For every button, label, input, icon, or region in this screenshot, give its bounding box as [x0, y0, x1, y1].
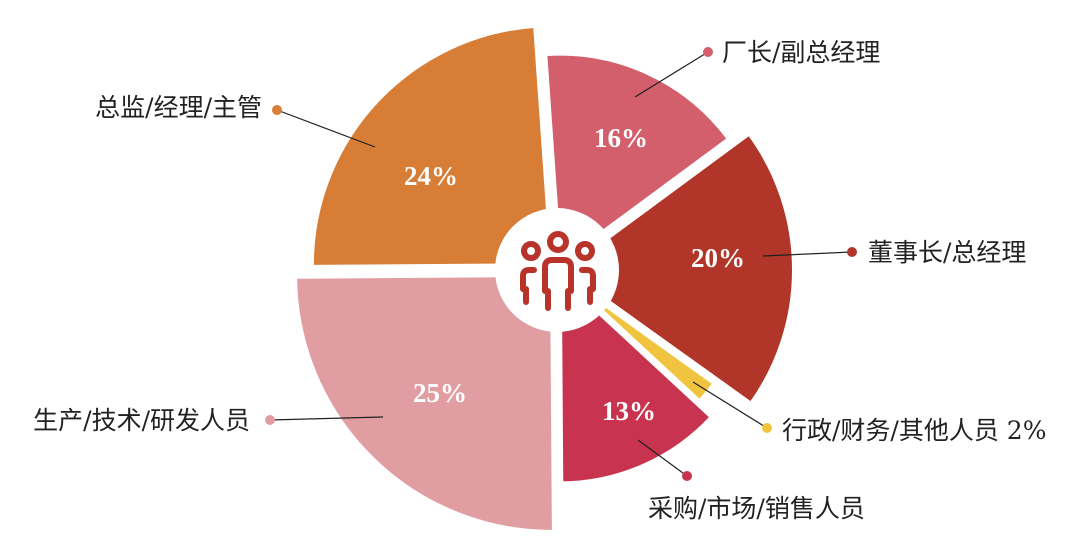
leader-dot	[762, 423, 772, 433]
leader-line	[762, 251, 853, 257]
people-group-icon	[520, 231, 596, 311]
slice-percent-label: 13%	[602, 396, 656, 426]
slice-percent-label: 24%	[404, 161, 458, 191]
pie-slice	[293, 272, 556, 534]
slice-category-label: 总监/经理/主管	[95, 93, 262, 122]
pie-slice	[560, 130, 796, 407]
slice-percent-label: 20%	[691, 243, 745, 273]
leader-dot	[272, 105, 282, 115]
slice-category-label: 厂长/副总经理	[722, 38, 880, 67]
leader-dot	[703, 47, 713, 57]
slice-category-label: 董事长/总经理	[868, 238, 1026, 267]
leader-line	[634, 51, 709, 98]
leader-line	[692, 381, 768, 429]
slice-percent-label: 16%	[594, 123, 648, 153]
leader-dot	[265, 415, 275, 425]
pie-slice	[557, 271, 715, 486]
leader-dot	[847, 247, 857, 257]
leader-dot	[682, 471, 692, 481]
pie-slice	[309, 23, 555, 269]
pie-slice	[543, 51, 732, 268]
slice-category-label: 采购/市场/销售人员	[648, 494, 865, 523]
leader-line	[637, 439, 688, 477]
slice-category-label: 行政/财务/其他人员 2%	[782, 416, 1046, 445]
slice-percent-label: 25%	[413, 378, 467, 408]
slice-category-label: 生产/技术/研发人员	[33, 406, 250, 435]
center-circle	[495, 208, 619, 332]
leader-line	[269, 416, 384, 421]
leader-line	[276, 109, 376, 148]
